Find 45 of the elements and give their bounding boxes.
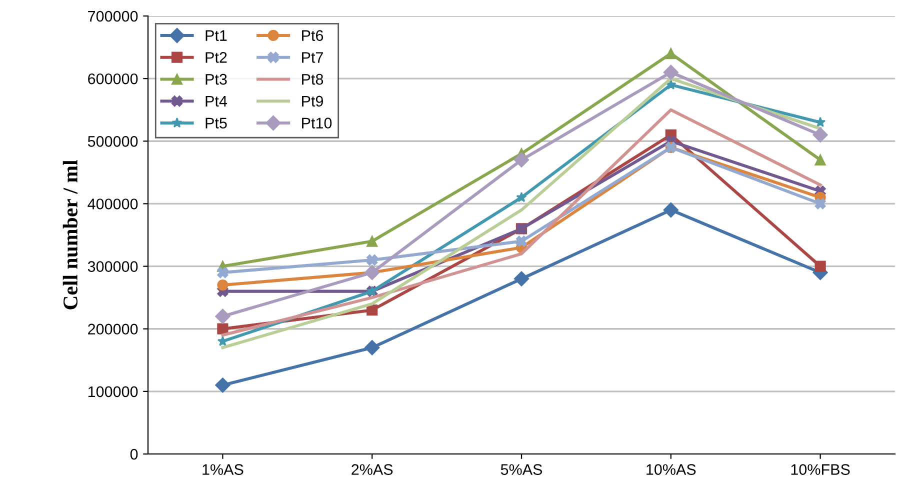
y-tick-label: 500000 bbox=[88, 136, 138, 147]
y-tick-label: 0 bbox=[130, 448, 138, 460]
point bbox=[217, 266, 228, 278]
legend-label: Pt8 bbox=[302, 74, 324, 85]
point bbox=[215, 308, 230, 324]
point bbox=[814, 154, 826, 166]
x-tick-label: 10%AS bbox=[646, 464, 696, 475]
point bbox=[663, 64, 678, 80]
point bbox=[215, 378, 230, 393]
point bbox=[814, 260, 826, 272]
x-tick-label: 1%AS bbox=[202, 464, 244, 475]
point bbox=[516, 236, 528, 247]
y-axis-title: Cell number / ml bbox=[62, 160, 78, 310]
y-tick-label: 200000 bbox=[88, 324, 138, 335]
legend-label: Pt3 bbox=[206, 74, 227, 85]
legend-label: Pt2 bbox=[206, 52, 227, 63]
x-tick-label: 2%AS bbox=[352, 464, 393, 475]
x-tick-label: 5%AS bbox=[500, 464, 542, 475]
point bbox=[666, 79, 676, 90]
point bbox=[516, 192, 527, 202]
y-tick-label: 300000 bbox=[88, 261, 138, 272]
legend-label: Pt5 bbox=[206, 118, 227, 128]
legend-label: Pt9 bbox=[302, 96, 323, 107]
legend-label: Pt1 bbox=[206, 30, 227, 41]
y-tick-label: 700000 bbox=[88, 10, 138, 22]
point bbox=[663, 202, 678, 218]
point bbox=[366, 236, 378, 247]
point bbox=[217, 323, 228, 334]
point bbox=[665, 48, 676, 60]
point bbox=[514, 152, 530, 168]
point bbox=[217, 280, 228, 291]
point bbox=[814, 198, 826, 210]
x-tick-label: 10%FBS bbox=[791, 464, 850, 475]
point bbox=[514, 271, 530, 286]
point bbox=[366, 304, 378, 316]
legend-label: Pt6 bbox=[302, 30, 324, 41]
point bbox=[812, 127, 828, 142]
y-tick-label: 600000 bbox=[88, 73, 138, 84]
y-tick-label: 400000 bbox=[88, 198, 138, 210]
y-tick-label: 100000 bbox=[88, 386, 138, 398]
legend-label: Pt4 bbox=[206, 96, 228, 107]
point bbox=[364, 340, 380, 356]
legend-label: Pt10 bbox=[302, 118, 332, 128]
point bbox=[366, 254, 378, 266]
legend-label: Pt7 bbox=[302, 52, 323, 63]
